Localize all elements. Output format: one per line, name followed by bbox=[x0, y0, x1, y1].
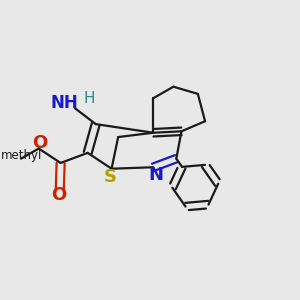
Text: N: N bbox=[148, 166, 163, 184]
Text: O: O bbox=[51, 187, 66, 205]
Text: S: S bbox=[103, 168, 117, 186]
Text: O: O bbox=[32, 134, 48, 152]
Text: NH: NH bbox=[50, 94, 78, 112]
Text: methyl: methyl bbox=[1, 149, 43, 162]
Text: H: H bbox=[83, 91, 94, 106]
